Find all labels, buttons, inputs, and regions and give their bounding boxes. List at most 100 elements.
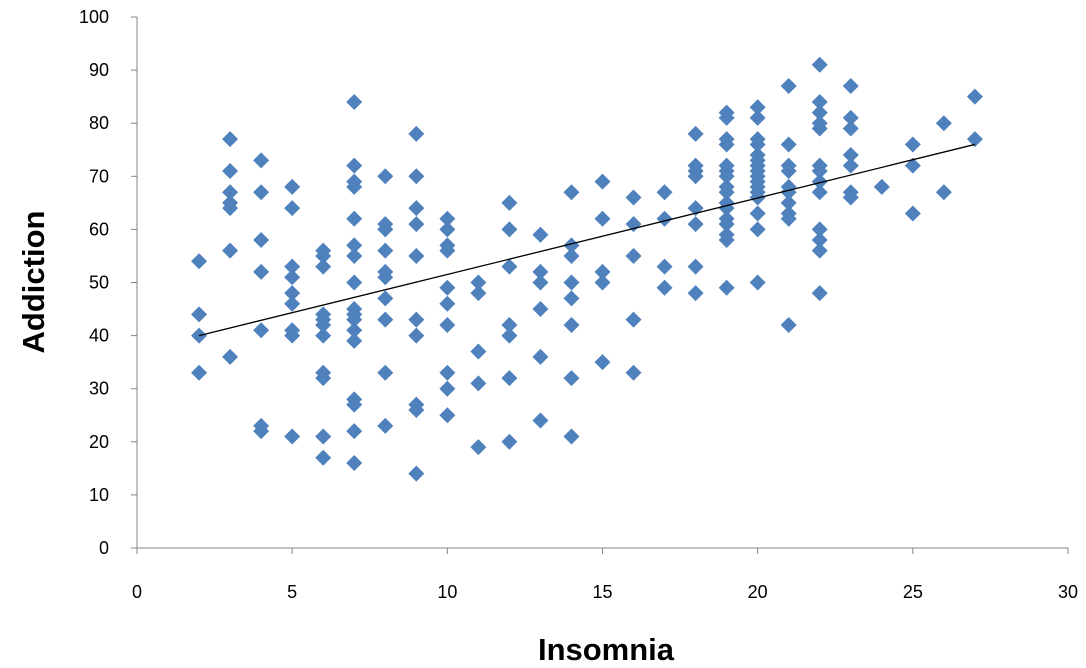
data-point — [315, 316, 332, 333]
data-point — [191, 364, 208, 381]
data-point — [749, 274, 766, 291]
data-point — [780, 184, 797, 201]
data-point — [284, 285, 301, 302]
x-tick-label: 25 — [903, 582, 923, 602]
data-point — [315, 327, 332, 344]
data-point — [439, 210, 456, 227]
data-point — [346, 396, 363, 413]
data-point — [563, 428, 580, 445]
data-point — [408, 311, 425, 328]
data-point — [563, 247, 580, 264]
data-point — [222, 162, 239, 179]
y-tick-label: 0 — [99, 538, 109, 558]
data-point — [532, 226, 549, 243]
data-point — [470, 375, 487, 392]
data-point — [284, 258, 301, 275]
data-point — [532, 348, 549, 365]
data-point — [935, 115, 952, 132]
data-point — [563, 237, 580, 254]
trendline — [198, 143, 976, 337]
data-point — [780, 136, 797, 153]
data-point — [346, 210, 363, 227]
data-point — [439, 407, 456, 424]
data-point — [346, 178, 363, 195]
data-point — [780, 78, 797, 95]
data-point — [346, 274, 363, 291]
x-tick-label: 15 — [592, 582, 612, 602]
data-point — [470, 439, 487, 456]
data-point — [935, 184, 952, 201]
data-point — [470, 274, 487, 291]
data-point — [532, 263, 549, 280]
data-point — [222, 242, 239, 259]
data-point — [222, 131, 239, 148]
x-axis-title: Insomnia — [538, 632, 675, 667]
y-tick-label: 20 — [89, 432, 109, 452]
data-point — [408, 168, 425, 185]
data-point — [532, 412, 549, 429]
data-point — [687, 285, 704, 302]
data-point — [284, 269, 301, 286]
data-point — [408, 216, 425, 233]
data-point — [811, 93, 828, 110]
data-point — [253, 152, 270, 169]
data-point — [501, 327, 518, 344]
data-point — [346, 247, 363, 264]
x-tick-label: 10 — [437, 582, 457, 602]
data-point — [346, 332, 363, 349]
data-point — [470, 343, 487, 360]
data-point — [346, 423, 363, 440]
data-point — [253, 232, 270, 249]
data-point — [749, 99, 766, 116]
data-point — [811, 242, 828, 259]
data-point — [408, 125, 425, 142]
data-point — [904, 136, 921, 153]
y-tick-label: 40 — [89, 326, 109, 346]
data-point — [966, 88, 983, 105]
data-point — [532, 301, 549, 318]
y-tick-label: 90 — [89, 60, 109, 80]
y-tick-label: 100 — [79, 7, 109, 27]
data-point — [439, 279, 456, 296]
data-point — [501, 370, 518, 387]
data-point — [594, 263, 611, 280]
data-point — [563, 316, 580, 333]
data-point — [594, 354, 611, 371]
data-point — [346, 237, 363, 254]
data-point — [811, 104, 828, 121]
data-point — [563, 274, 580, 291]
data-point — [718, 136, 735, 153]
y-tick-label: 60 — [89, 219, 109, 239]
data-point — [625, 364, 642, 381]
data-point — [842, 78, 859, 95]
data-point — [501, 433, 518, 450]
data-point — [315, 449, 332, 466]
data-point — [594, 210, 611, 227]
data-point — [749, 136, 766, 153]
data-point — [718, 184, 735, 201]
data-point — [718, 109, 735, 126]
data-point — [191, 306, 208, 323]
data-point — [842, 189, 859, 206]
y-tick-label: 50 — [89, 273, 109, 293]
data-point — [315, 428, 332, 445]
data-point — [687, 125, 704, 142]
data-point — [408, 401, 425, 418]
data-point — [377, 269, 394, 286]
data-point — [377, 364, 394, 381]
data-point — [842, 157, 859, 174]
data-point — [873, 178, 890, 195]
data-point — [346, 322, 363, 339]
data-point — [470, 285, 487, 302]
data-point — [408, 200, 425, 217]
data-point — [346, 93, 363, 110]
data-point — [563, 290, 580, 307]
data-point — [563, 370, 580, 387]
data-point — [904, 205, 921, 222]
data-point — [811, 56, 828, 73]
data-point — [377, 242, 394, 259]
data-point — [594, 173, 611, 190]
data-point — [439, 316, 456, 333]
data-point — [811, 120, 828, 137]
data-point — [346, 311, 363, 328]
